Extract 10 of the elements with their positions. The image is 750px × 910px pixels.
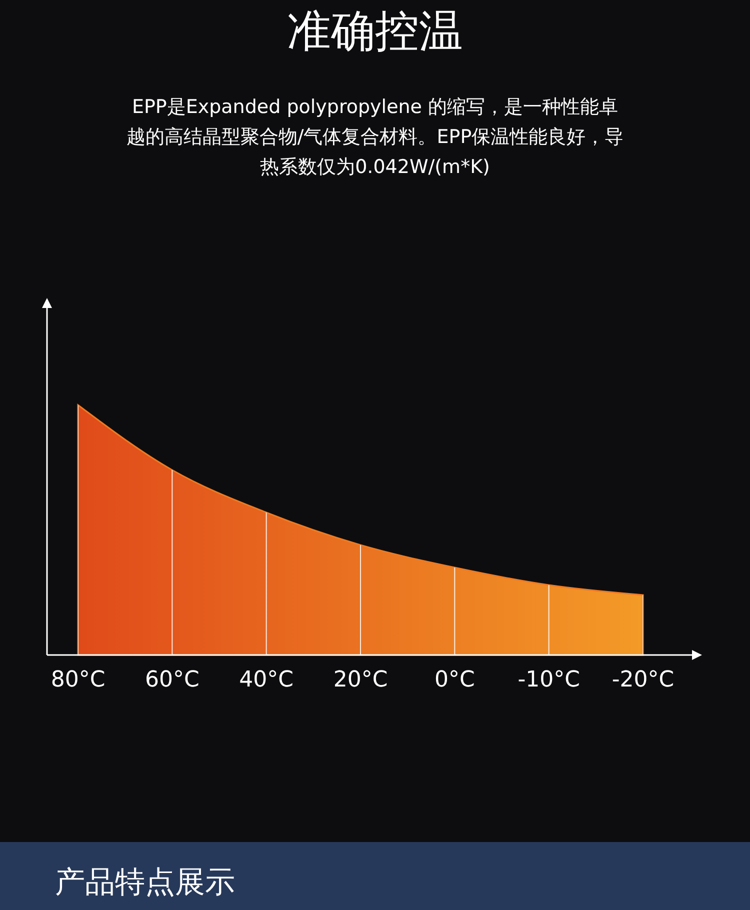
x-tick-label: -10°C	[518, 668, 580, 693]
chart-title: 准确控温	[286, 5, 464, 59]
text: 产品特点展示	[55, 864, 235, 902]
x-tick-label: 0°C	[434, 668, 475, 693]
chart-subtitle: EPP是Expanded polypropylene 的缩写，是一种性能卓越的高结晶型聚合物/气体复合材料。EPP保温性能良好，导热系数仅为0.042W/(m*K)	[125, 95, 625, 180]
x-tick-label: 60°C	[144, 668, 200, 693]
x-tick-label: 80°C	[50, 668, 106, 693]
x-tick-label: 40°C	[239, 668, 294, 693]
x-tick-label: 20°C	[333, 668, 388, 693]
x-tick-label: -20°C	[612, 668, 674, 693]
